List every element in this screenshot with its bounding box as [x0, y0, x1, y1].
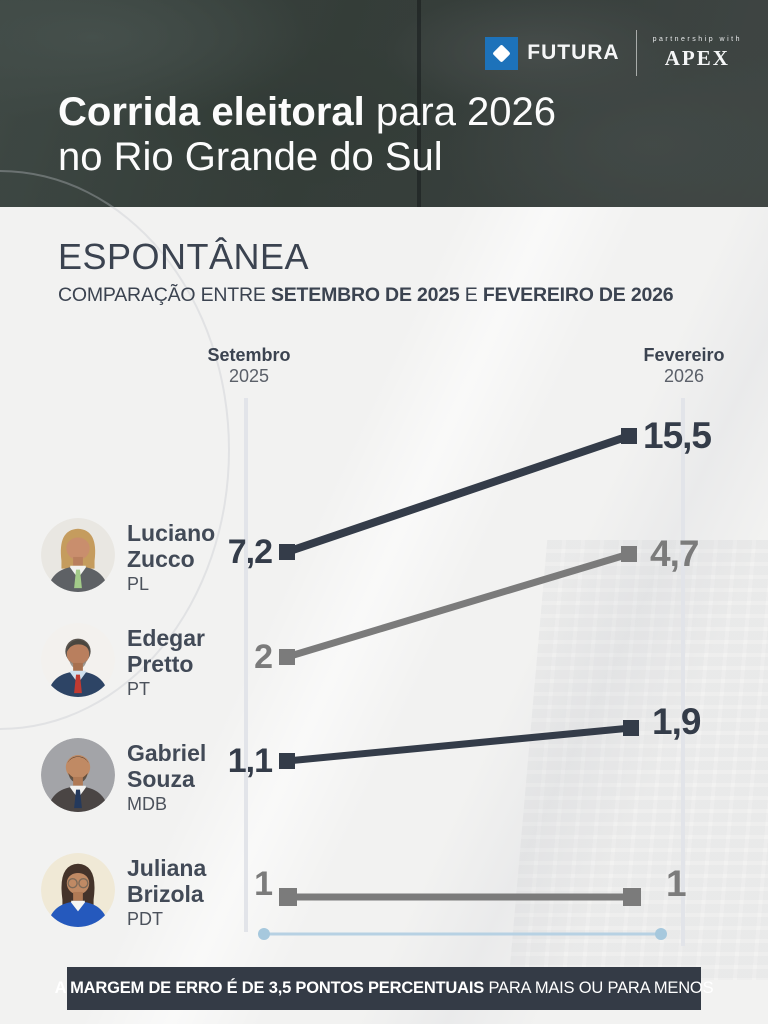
- title-line-2: no Rio Grande do Sul: [58, 135, 443, 179]
- note-regular: PARA MAIS OU PARA MENOS: [484, 979, 714, 997]
- subtitle-date-1: SETEMBRO DE 2025: [270, 284, 460, 306]
- column-year: 2025: [228, 366, 270, 386]
- avatar-luciano-zucco: [41, 518, 115, 592]
- antenna-tower-silhouette: [417, 0, 421, 207]
- column-year: 2026: [663, 366, 705, 386]
- candidate-party: PL: [127, 574, 150, 594]
- value-brizola-fevereiro: 1: [666, 863, 687, 904]
- note-bold: A MARGEM DE ERRO É DE 3,5 PONTOS PERCENT…: [54, 979, 485, 997]
- column-label-setembro: Setembro 2025: [169, 345, 329, 387]
- avatar-gabriel-souza: [41, 738, 115, 812]
- section-heading: ESPONTÂNEA: [58, 236, 310, 277]
- value-zucco-fevereiro: 15,5: [643, 415, 712, 456]
- value-zucco-setembro: 7,2: [227, 533, 273, 571]
- column-label-fevereiro: Fevereiro 2026: [604, 345, 764, 387]
- apex-wordmark: APEX: [664, 45, 730, 70]
- candidate-last-name: Pretto: [127, 651, 194, 677]
- candidate-party: PDT: [127, 909, 163, 929]
- futura-diamond-icon: [485, 36, 519, 70]
- candidate-row-pretto: Edegar Pretto PT: [41, 623, 205, 701]
- avatar-juliana-brizola: [41, 853, 115, 927]
- subtitle-middle: E: [459, 284, 483, 306]
- apex-logo: partnership with APEX: [653, 36, 742, 71]
- candidate-first-name: Luciano: [127, 520, 216, 546]
- margin-of-error-note: A MARGEM DE ERRO É DE 3,5 PONTOS PERCENT…: [55, 967, 714, 1010]
- candidate-party: MDB: [127, 794, 167, 814]
- candidate-last-name: Brizola: [127, 881, 204, 907]
- futura-logo: FUTURA: [485, 36, 620, 70]
- column-month: Setembro: [207, 345, 291, 365]
- subtitle-prefix: COMPARAÇÃO ENTRE: [58, 284, 271, 306]
- candidate-party: PT: [127, 679, 151, 699]
- section-subtitle: COMPARAÇÃO ENTRE SETEMBRO DE 2025 E FEVE…: [58, 284, 674, 307]
- value-souza-setembro: 1,1: [227, 742, 273, 780]
- candidate-last-name: Zucco: [127, 546, 195, 572]
- candidate-first-name: Gabriel: [127, 740, 207, 766]
- title-line-1: Corrida eleitoral para 2026: [58, 90, 556, 134]
- faint-building-texture: [508, 540, 768, 980]
- title-bold: Corrida eleitoral: [58, 90, 365, 134]
- value-brizola-setembro: 1: [254, 865, 273, 903]
- partnership-label: partnership with: [652, 35, 742, 43]
- brand-lockup: FUTURA partnership with APEX: [485, 30, 742, 76]
- value-pretto-fevereiro: 4,7: [650, 533, 699, 574]
- brand-divider: [635, 30, 637, 76]
- candidate-row-souza: Gabriel Souza MDB: [41, 738, 206, 816]
- candidate-row-brizola: Juliana Brizola PDT: [41, 853, 206, 931]
- page-title: Corrida eleitoral para 2026 no Rio Grand…: [58, 90, 556, 180]
- futura-wordmark: FUTURA: [527, 41, 620, 64]
- column-month: Fevereiro: [643, 345, 725, 365]
- candidate-last-name: Souza: [127, 766, 195, 792]
- candidate-first-name: Juliana: [127, 855, 207, 881]
- subtitle-date-2: FEVEREIRO DE 2026: [482, 284, 674, 306]
- title-regular: para 2026: [364, 90, 557, 134]
- candidate-first-name: Edegar: [127, 625, 205, 651]
- value-souza-fevereiro: 1,9: [652, 701, 701, 742]
- hero-header: FUTURA partnership with APEX Corrida ele…: [0, 0, 768, 207]
- avatar-edegar-pretto: [41, 623, 115, 697]
- value-pretto-setembro: 2: [254, 638, 273, 676]
- candidate-row-zucco: Luciano Zucco PL: [41, 518, 215, 596]
